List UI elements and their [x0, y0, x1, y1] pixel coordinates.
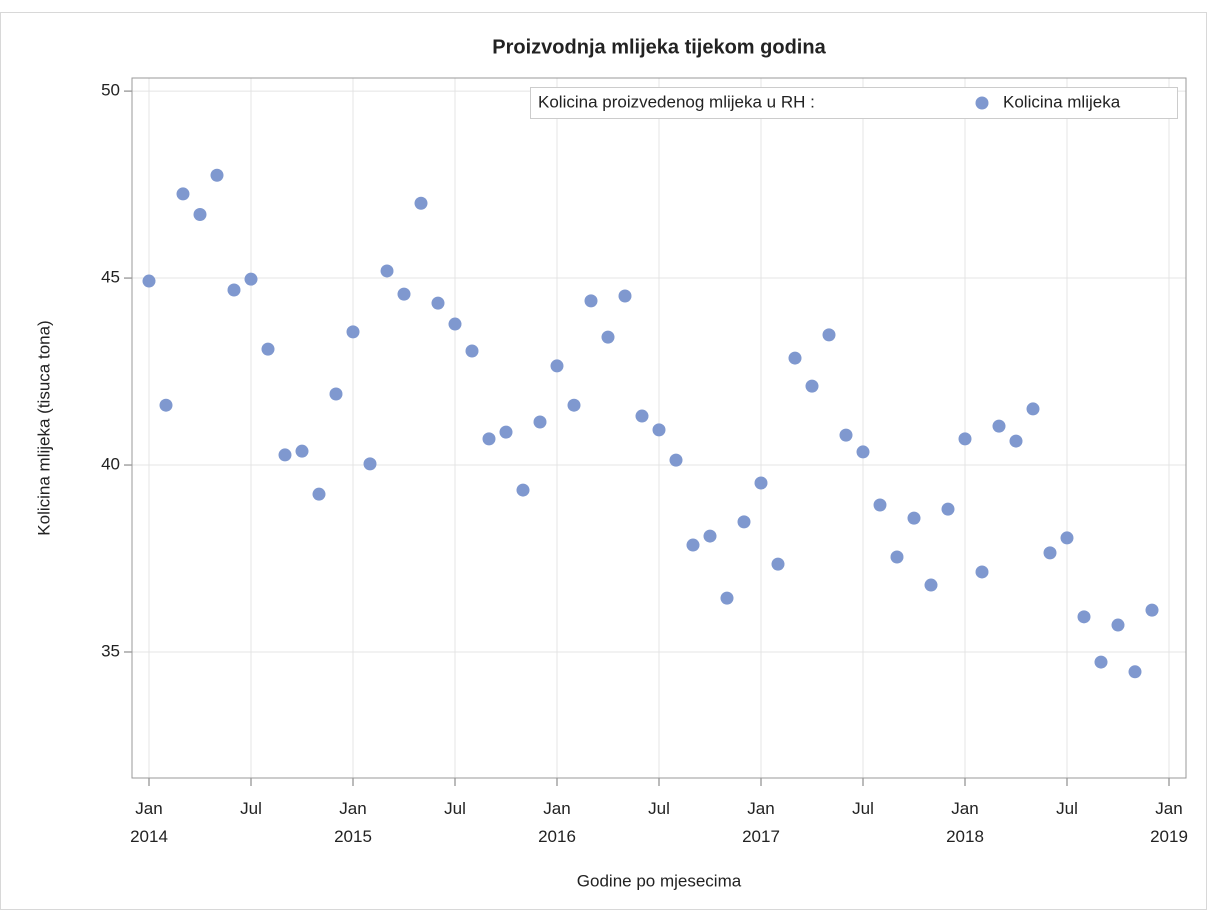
- point: [652, 423, 666, 437]
- x-tick-label: Jan 2018: [946, 799, 984, 846]
- point: [1128, 665, 1142, 679]
- point: [992, 419, 1006, 433]
- x-tick-label: Jul: [852, 799, 874, 818]
- y-tick-label: 35: [101, 641, 120, 660]
- point: [669, 453, 683, 467]
- point: [363, 457, 377, 471]
- point: [482, 432, 496, 446]
- point: [1060, 531, 1074, 545]
- point: [805, 379, 819, 393]
- y-tick-label: 45: [101, 268, 120, 287]
- point: [278, 448, 292, 462]
- x-tick-label: Jul: [444, 799, 466, 818]
- point: [856, 445, 870, 459]
- point: [635, 409, 649, 423]
- point: [703, 529, 717, 543]
- point: [924, 578, 938, 592]
- point: [941, 502, 955, 516]
- point: [839, 428, 853, 442]
- point: [550, 359, 564, 373]
- x-tick-label: Jan 2014: [130, 799, 168, 846]
- plot-frame: [131, 77, 1187, 779]
- point: [329, 387, 343, 401]
- point: [1026, 402, 1040, 416]
- point: [397, 287, 411, 301]
- point: [414, 196, 428, 210]
- point: [720, 591, 734, 605]
- point: [1145, 603, 1159, 617]
- x-tick-label: Jan 2017: [742, 799, 780, 846]
- point: [261, 342, 275, 356]
- point: [601, 330, 615, 344]
- point: [873, 498, 887, 512]
- point: [176, 187, 190, 201]
- point: [1009, 434, 1023, 448]
- chart-border: [0, 12, 1207, 910]
- point: [754, 476, 768, 490]
- point: [193, 207, 207, 221]
- x-tick-label: Jan 2019: [1150, 799, 1188, 846]
- point: [567, 398, 581, 412]
- x-axis-label: Godine po mjesecima: [577, 871, 742, 890]
- point: [907, 511, 921, 525]
- point: [448, 317, 462, 331]
- point: [788, 351, 802, 365]
- point: [822, 328, 836, 342]
- x-tick-label: Jul: [648, 799, 670, 818]
- point: [346, 325, 360, 339]
- y-tick-label: 50: [101, 81, 120, 100]
- legend-box: [530, 87, 1178, 119]
- point: [686, 538, 700, 552]
- y-axis-label: Kolicina mlijeka (tisuca tona): [34, 320, 53, 535]
- point: [737, 515, 751, 529]
- point: [210, 168, 224, 182]
- point: [227, 283, 241, 297]
- point: [618, 289, 632, 303]
- point: [159, 398, 173, 412]
- x-tick-label: Jul: [240, 799, 262, 818]
- point: [295, 444, 309, 458]
- point: [244, 272, 258, 286]
- x-tick-label: Jul: [1056, 799, 1078, 818]
- legend-label: Kolicina mlijeka: [1003, 92, 1121, 111]
- y-tick-label: 40: [101, 455, 120, 474]
- point: [533, 415, 547, 429]
- point: [499, 425, 513, 439]
- point: [1043, 546, 1057, 560]
- point: [584, 294, 598, 308]
- point: [771, 557, 785, 571]
- point: [312, 487, 326, 501]
- legend-title: Kolicina proizvedenog mlijeka u RH :: [538, 92, 815, 111]
- point: [1077, 610, 1091, 624]
- legend-marker: [975, 96, 989, 110]
- point: [431, 296, 445, 310]
- x-tick-label: Jan 2015: [334, 799, 372, 846]
- point: [890, 550, 904, 564]
- point: [958, 432, 972, 446]
- point: [975, 565, 989, 579]
- point: [516, 483, 530, 497]
- point: [142, 274, 156, 288]
- point: [465, 344, 479, 358]
- x-tick-label: Jan 2016: [538, 799, 576, 846]
- chart-title: Proizvodnja mlijeka tijekom godina: [492, 36, 826, 58]
- point: [1111, 618, 1125, 632]
- point: [380, 264, 394, 278]
- point: [1094, 655, 1108, 669]
